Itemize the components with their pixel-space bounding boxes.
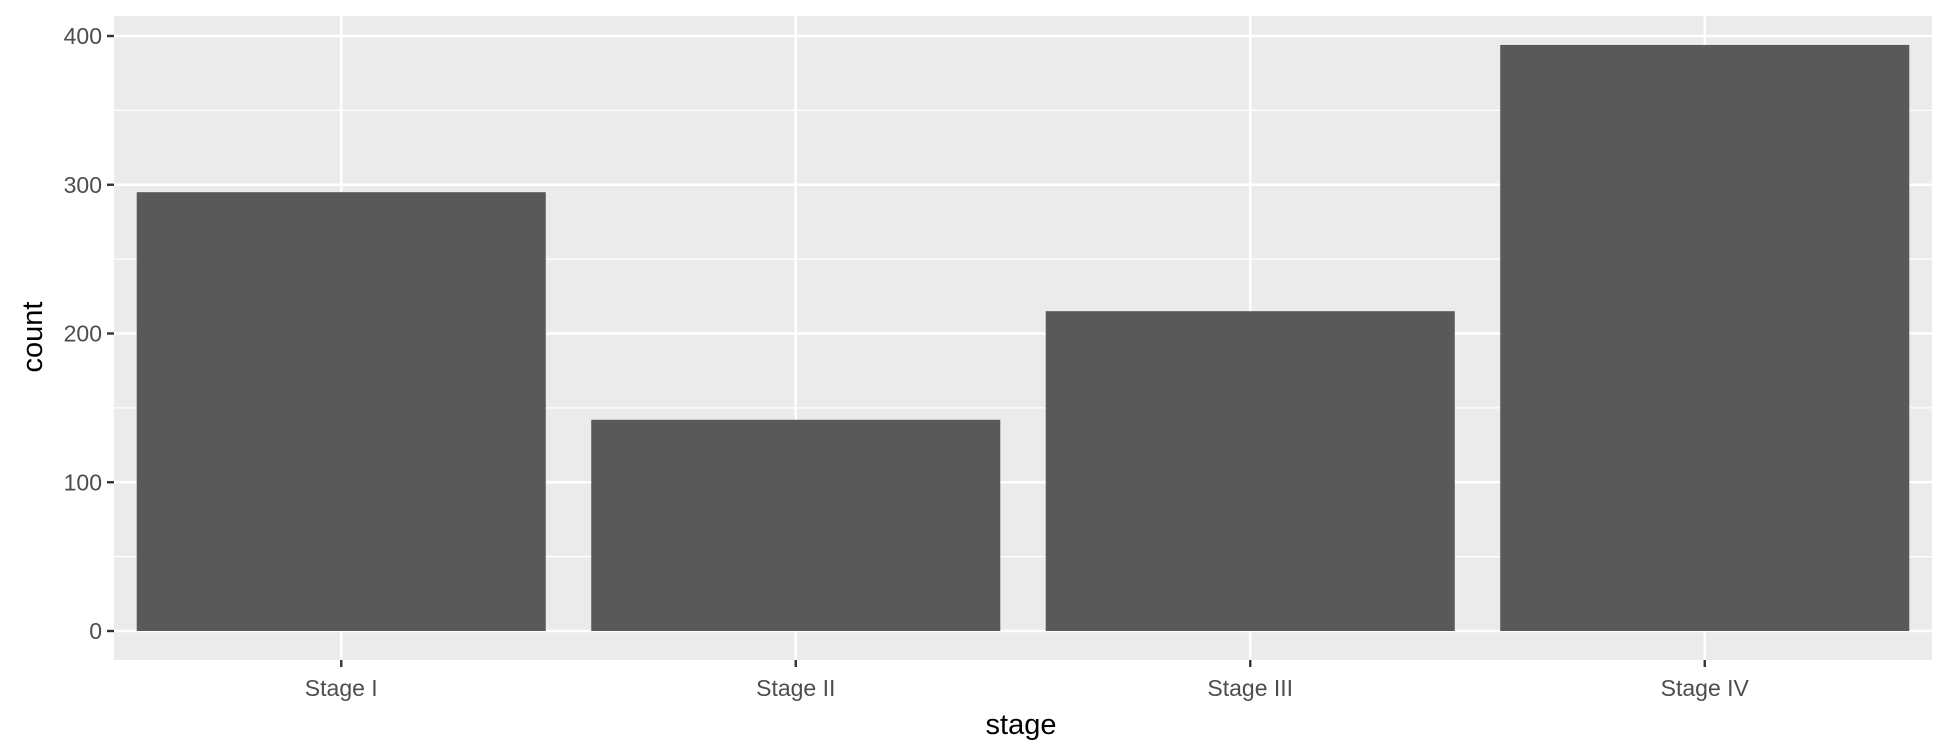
bar <box>136 192 546 631</box>
y-tick-label: 200 <box>64 321 102 347</box>
bar <box>1045 311 1455 631</box>
x-tick-label: Stage II <box>756 675 835 701</box>
x-tick-label: Stage IV <box>1661 675 1750 701</box>
y-axis-title: count <box>17 302 49 373</box>
x-tick-label: Stage I <box>305 675 378 701</box>
bar <box>1500 44 1910 632</box>
y-tick-label: 300 <box>64 172 102 198</box>
y-axis: 0 100 200 300 400 <box>64 23 114 644</box>
x-axis-title: stage <box>986 709 1057 741</box>
x-tick-label: Stage III <box>1207 675 1293 701</box>
y-tick-label: 100 <box>64 469 102 495</box>
y-tick-label: 0 <box>89 618 102 644</box>
x-axis: Stage I Stage II Stage III Stage IV <box>305 660 1750 701</box>
bar <box>591 419 1001 631</box>
y-tick-label: 400 <box>64 23 102 49</box>
bars <box>136 44 1910 632</box>
